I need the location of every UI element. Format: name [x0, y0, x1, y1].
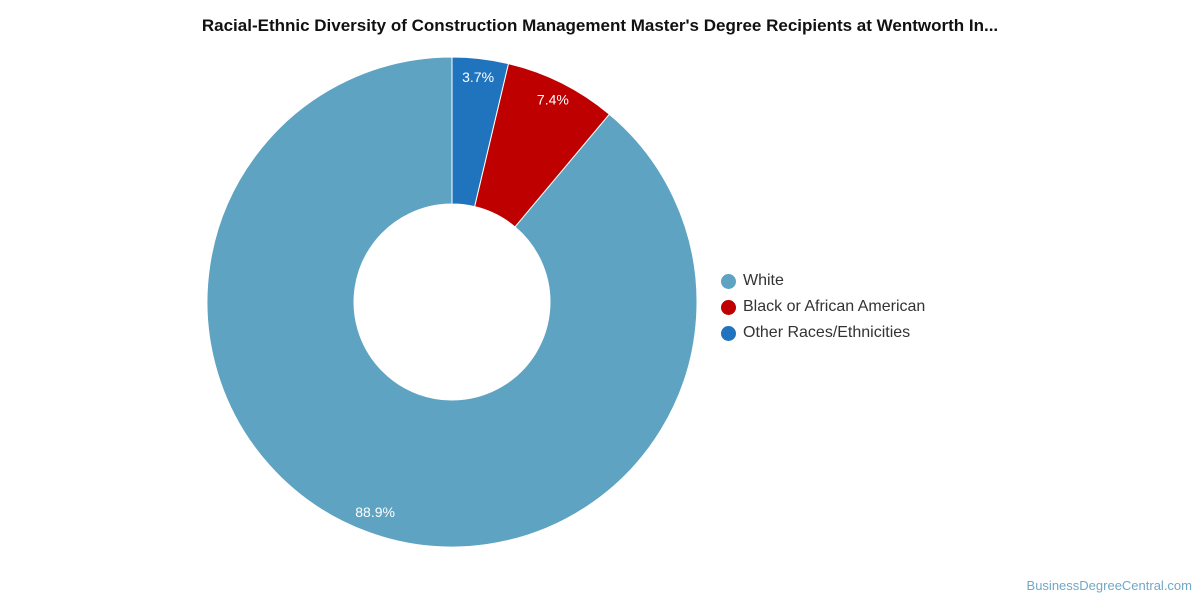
legend-label: White — [743, 272, 784, 289]
source-watermark[interactable]: BusinessDegreeCentral.com — [1026, 578, 1192, 593]
legend-label: Black or African American — [743, 298, 926, 315]
chart-legend: White Black or African American Other Race… — [721, 268, 925, 346]
legend-item[interactable]: Black or African American — [721, 294, 925, 320]
legend-label: Other Races/Ethnicities — [743, 324, 911, 341]
legend-swatch-icon — [721, 273, 736, 289]
legend-swatch-icon — [721, 299, 736, 315]
legend-swatch-icon — [721, 325, 736, 341]
slice-value-label: 3.7% — [462, 69, 494, 85]
legend-item[interactable]: Other Races/Ethnicities — [721, 320, 925, 346]
slice-value-label: 7.4% — [537, 92, 569, 108]
chart-title: Racial-Ethnic Diversity of Construction … — [201, 16, 999, 35]
slice-value-label: 88.9% — [355, 504, 395, 520]
legend-item[interactable]: White — [721, 268, 925, 294]
slice-white[interactable] — [206, 56, 698, 548]
slice-other-races-ethnicities[interactable] — [451, 56, 510, 208]
